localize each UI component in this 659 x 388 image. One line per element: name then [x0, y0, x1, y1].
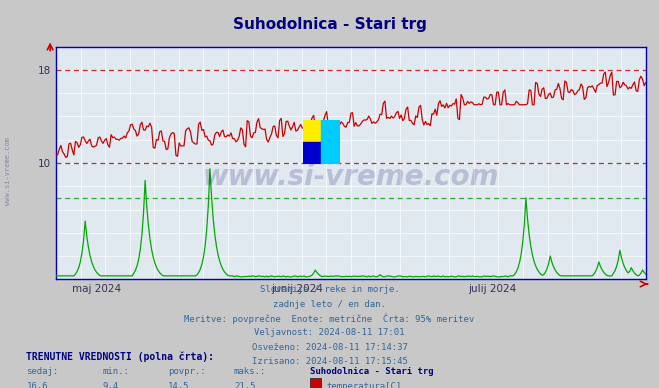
Text: temperatura[C]: temperatura[C]: [326, 382, 401, 388]
Text: povpr.:: povpr.:: [168, 367, 206, 376]
Text: TRENUTNE VREDNOSTI (polna črta):: TRENUTNE VREDNOSTI (polna črta):: [26, 351, 214, 362]
Text: 21,5: 21,5: [234, 382, 256, 388]
Text: Suhodolnica - Stari trg: Suhodolnica - Stari trg: [310, 367, 434, 376]
Text: Meritve: povprečne  Enote: metrične  Črta: 95% meritev: Meritve: povprečne Enote: metrične Črta:…: [185, 314, 474, 324]
Text: Izrisano: 2024-08-11 17:15:45: Izrisano: 2024-08-11 17:15:45: [252, 357, 407, 366]
Text: 16,6: 16,6: [26, 382, 48, 388]
Text: 14,5: 14,5: [168, 382, 190, 388]
Text: www.si-vreme.com: www.si-vreme.com: [5, 137, 11, 205]
Text: Slovenija / reke in morje.: Slovenija / reke in morje.: [260, 285, 399, 294]
Text: min.:: min.:: [102, 367, 129, 376]
Text: Osveženo: 2024-08-11 17:14:37: Osveženo: 2024-08-11 17:14:37: [252, 343, 407, 352]
Text: zadnje leto / en dan.: zadnje leto / en dan.: [273, 300, 386, 308]
Text: maks.:: maks.:: [234, 367, 266, 376]
Text: Veljavnost: 2024-08-11 17:01: Veljavnost: 2024-08-11 17:01: [254, 328, 405, 337]
Text: www.si-vreme.com: www.si-vreme.com: [203, 163, 499, 191]
Text: 9,4: 9,4: [102, 382, 118, 388]
Text: sedaj:: sedaj:: [26, 367, 59, 376]
Text: Suhodolnica - Stari trg: Suhodolnica - Stari trg: [233, 17, 426, 33]
